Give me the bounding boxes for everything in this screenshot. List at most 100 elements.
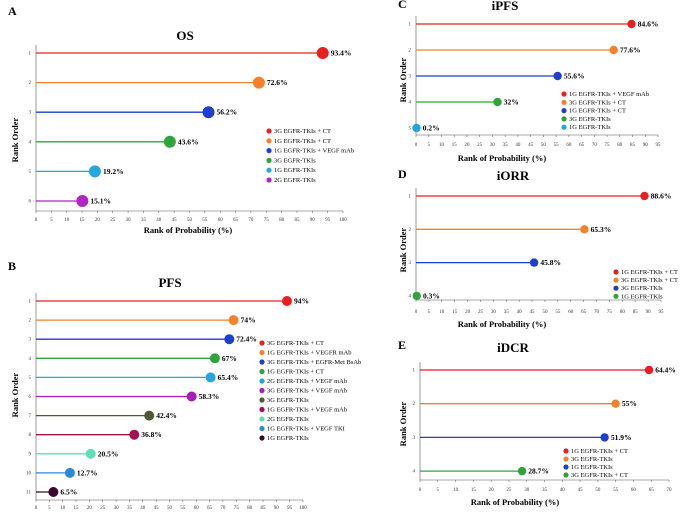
data-label: 43.6% xyxy=(178,137,199,146)
x-tick-label: 40 xyxy=(517,310,523,315)
lollipop-point xyxy=(88,165,101,178)
x-tick-label: 100 xyxy=(339,218,347,223)
legend-swatch xyxy=(266,128,272,134)
legend-swatch xyxy=(259,416,265,422)
y-tick-label: 2 xyxy=(29,319,32,324)
lollipop-point xyxy=(224,334,235,345)
legend-swatch xyxy=(266,167,272,173)
y-tick-label: 3 xyxy=(409,75,412,80)
x-tick-label: 100 xyxy=(299,506,307,511)
legend-entry: 3G EGFR-TKIs + VEGF mAb xyxy=(267,388,347,395)
x-tick-label: 80 xyxy=(617,143,623,148)
x-tick-label: 90 xyxy=(643,143,649,148)
x-tick-label: 20 xyxy=(87,506,93,511)
x-tick-label: 45 xyxy=(530,310,536,315)
x-tick-label: 75 xyxy=(264,218,270,223)
x-tick-label: 10 xyxy=(60,506,66,511)
x-tick-label: 45 xyxy=(528,143,534,148)
legend-swatch xyxy=(259,340,265,346)
x-tick-label: 60 xyxy=(568,310,574,315)
y-tick-label: 2 xyxy=(409,49,412,54)
x-tick-label: 40 xyxy=(560,488,566,493)
legend-entry: 1G EGFR-TKIs + CT xyxy=(267,369,324,376)
lollipop-point xyxy=(627,19,636,29)
x-tick-label: 70 xyxy=(594,310,600,315)
legend-entry: 1G EGFR-TKIs + CT xyxy=(274,138,331,145)
x-tick-label: 0 xyxy=(419,488,422,493)
legend-entry: 1G EGFR-TKIs + VEGF mAb xyxy=(569,91,649,98)
lollipop-point xyxy=(644,365,654,375)
legend-entry: 2G EGFR-TKIs xyxy=(274,177,316,184)
x-tick-label: 45 xyxy=(154,506,160,511)
data-label: 72.4% xyxy=(236,335,257,344)
x-axis-label: Rank of Probability (%) xyxy=(458,153,547,163)
legend-swatch xyxy=(613,285,619,291)
legend-swatch xyxy=(259,349,265,356)
x-tick-label: 15 xyxy=(74,506,80,511)
y-tick-label: 5 xyxy=(29,376,32,381)
x-tick-label: 95 xyxy=(656,143,662,148)
legend-swatch xyxy=(563,456,569,462)
legend-entry: 3G EGFR-TKIs xyxy=(571,456,613,463)
data-label: 45.8% xyxy=(540,258,561,267)
y-tick-label: 4 xyxy=(29,140,32,145)
x-tick-label: 30 xyxy=(114,506,120,511)
y-axis-label: Rank Order xyxy=(10,372,20,417)
data-label: 0.3% xyxy=(423,291,440,300)
x-tick-label: 30 xyxy=(491,310,497,315)
x-tick-label: 15 xyxy=(471,488,477,493)
y-tick-label: 3 xyxy=(29,338,32,343)
lollipop-point xyxy=(580,225,589,234)
legend-entry: 2G EGFR-TKIs + VEGF mAb xyxy=(267,378,347,385)
x-tick-label: 0 xyxy=(35,506,38,511)
lollipop-point xyxy=(129,429,140,440)
legend-swatch xyxy=(259,368,265,375)
x-tick-label: 70 xyxy=(248,218,254,223)
legend-entry: 1G EGFR-TKIs + CT xyxy=(569,108,626,115)
x-tick-label: 45 xyxy=(578,488,584,493)
x-tick-label: 65 xyxy=(207,506,213,511)
legend-entry: 1G EGFR-TKIs xyxy=(267,435,309,442)
x-tick-label: 5 xyxy=(48,506,51,511)
data-label: 42.4% xyxy=(156,411,177,420)
y-tick-label: 2 xyxy=(409,228,412,233)
lollipop-point xyxy=(163,135,176,148)
y-tick-label: 3 xyxy=(413,436,416,441)
x-tick-label: 80 xyxy=(620,310,626,315)
y-tick-label: 1 xyxy=(29,52,32,57)
panel-letter: D xyxy=(398,167,407,181)
lollipop-point xyxy=(553,71,562,81)
x-tick-label: 5 xyxy=(437,488,440,493)
y-tick-label: 1 xyxy=(409,23,412,28)
x-tick-label: 30 xyxy=(126,218,132,223)
legend-swatch xyxy=(613,269,619,275)
y-tick-label: 1 xyxy=(413,369,416,374)
x-tick-label: 65 xyxy=(579,143,585,148)
x-tick-label: 95 xyxy=(287,506,293,511)
x-tick-label: 5 xyxy=(50,218,53,223)
y-axis-label: Rank Order xyxy=(10,117,20,162)
x-tick-label: 5 xyxy=(427,143,430,148)
y-tick-label: 2 xyxy=(29,81,32,86)
data-label: 88.6% xyxy=(651,192,672,201)
x-tick-label: 40 xyxy=(515,143,521,148)
x-tick-label: 40 xyxy=(156,218,162,223)
x-tick-label: 10 xyxy=(453,488,459,493)
x-tick-label: 35 xyxy=(141,218,147,223)
chart-title: iORR xyxy=(497,168,530,183)
legend-swatch xyxy=(266,148,272,154)
x-tick-label: 50 xyxy=(595,488,601,493)
x-tick-label: 85 xyxy=(294,218,300,223)
x-tick-label: 55 xyxy=(554,143,560,148)
y-axis-label: Rank Order xyxy=(398,227,408,272)
panel-letter: A xyxy=(8,4,17,18)
y-tick-label: 8 xyxy=(29,433,32,438)
lollipop-point xyxy=(48,487,59,497)
x-tick-label: 5 xyxy=(428,310,431,315)
y-tick-label: 3 xyxy=(29,111,32,116)
data-label: 55.6% xyxy=(564,72,585,81)
x-tick-label: 30 xyxy=(490,143,496,148)
x-tick-label: 60 xyxy=(631,488,637,493)
legend-entry: 3G EGFR-TKIs + CT xyxy=(267,340,324,347)
